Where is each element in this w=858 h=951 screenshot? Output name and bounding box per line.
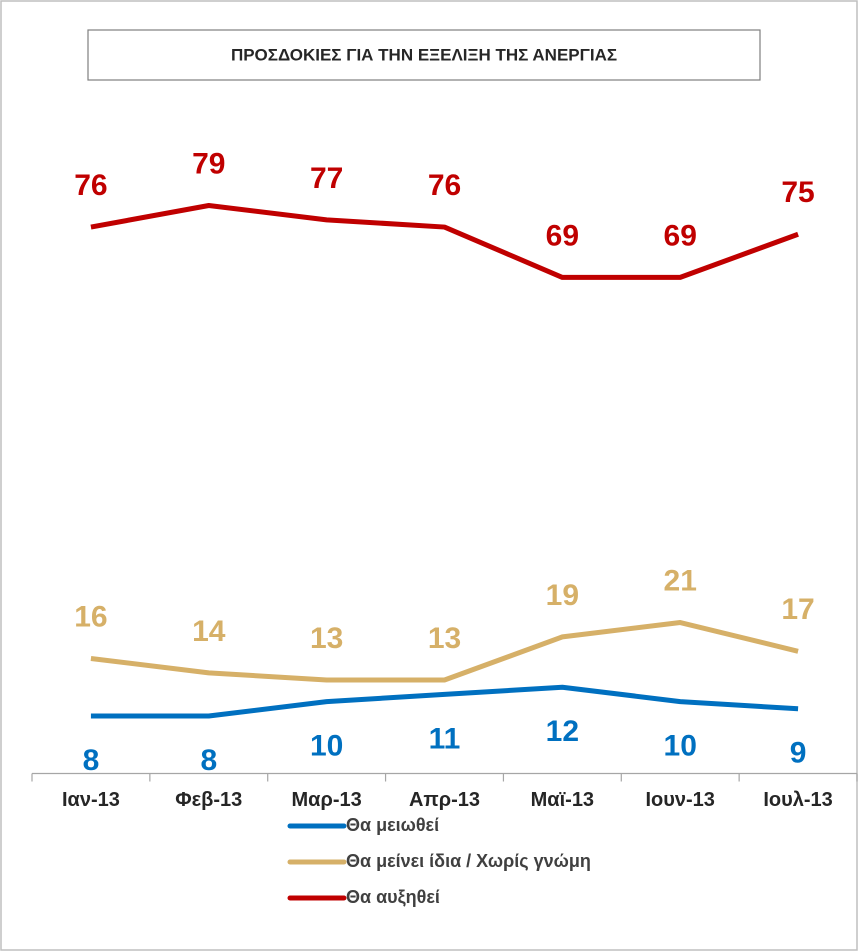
x-tick-label: Μαρ-13 [292, 789, 362, 811]
data-label: 10 [664, 730, 697, 763]
data-label: 17 [781, 593, 814, 626]
data-label: 77 [310, 162, 343, 195]
data-label: 19 [546, 579, 579, 612]
data-label: 8 [83, 744, 100, 777]
data-label: 69 [664, 219, 697, 252]
data-label: 8 [200, 744, 217, 777]
data-label: 21 [664, 564, 697, 597]
data-label: 12 [546, 715, 579, 748]
series-line [90, 620, 799, 683]
data-label: 13 [428, 622, 461, 655]
legend-label: Θα μείνει ίδια / Χωρίς γνώμη [346, 851, 591, 871]
x-tick-label: Φεβ-13 [175, 789, 242, 811]
x-tick-label: Ιαν-13 [62, 789, 120, 811]
legend-label: Θα αυξηθεί [346, 887, 440, 908]
data-label: 16 [74, 600, 107, 633]
x-tick-label: Μαϊ-13 [531, 789, 594, 811]
data-label: 75 [781, 176, 814, 209]
data-label: 79 [192, 147, 225, 180]
x-tick-label: Απρ-13 [409, 789, 480, 811]
legend-label: Θα μειωθεί [346, 815, 439, 835]
data-label: 76 [428, 169, 461, 202]
title-box [87, 29, 761, 81]
data-label: 10 [310, 730, 343, 763]
data-label: 11 [429, 722, 461, 755]
data-label: 13 [310, 622, 343, 655]
series-line [90, 684, 799, 719]
series-line [90, 202, 799, 280]
data-label: 76 [74, 169, 107, 202]
chart-title: ΠΡΟΣΔΟΚΙΕΣ ΓΙΑ ΤΗΝ ΕΞΕΛΙΞΗ ΤΗΣ ΑΝΕΡΓΙΑΣ [231, 45, 617, 64]
data-label: 69 [546, 219, 579, 252]
data-label: 9 [790, 737, 807, 770]
x-tick-label: Ιουν-13 [645, 789, 714, 811]
data-label: 14 [192, 615, 226, 648]
x-tick-label: Ιουλ-13 [763, 789, 832, 811]
